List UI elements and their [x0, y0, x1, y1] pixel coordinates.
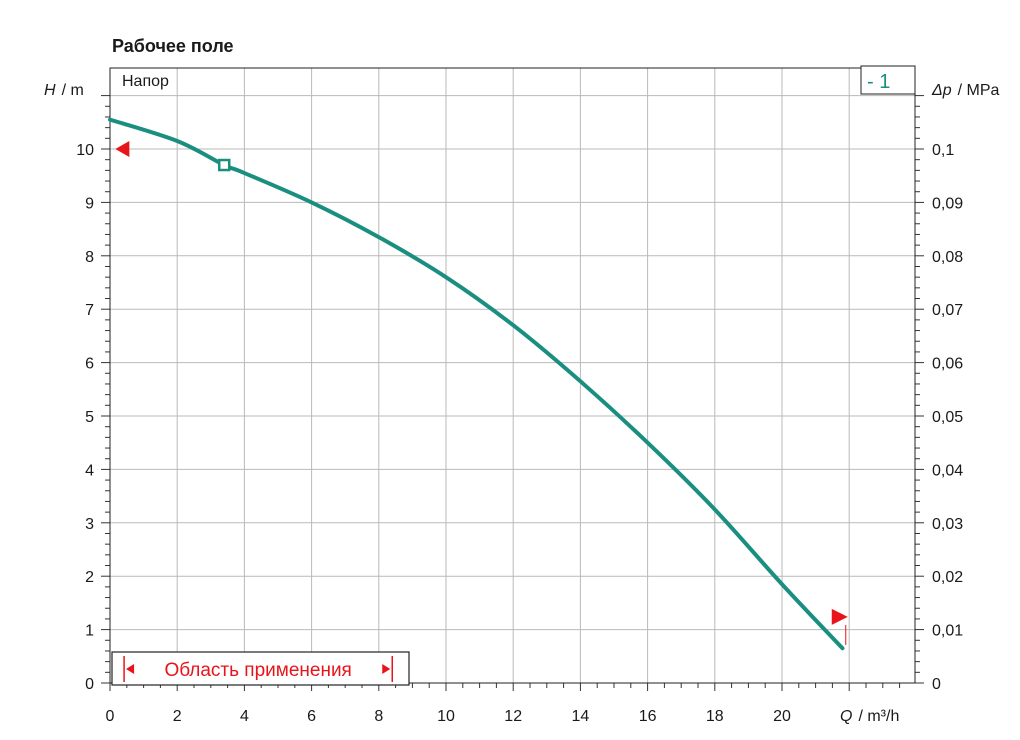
limit-marker-left: [115, 141, 130, 157]
y2-tick-labels: 0 0,01 0,02 0,03 0,04 0,05 0,06 0,07 0,08 0,09 0,1: [932, 142, 963, 693]
x-tick-labels: 0 2 4 6 8 10 12 14 16 18 20: [106, 708, 791, 725]
grid: [110, 68, 915, 683]
limit-marker-right: [831, 608, 848, 625]
y-tick-label: 0: [85, 676, 94, 693]
y2-tick-label: 0,02: [932, 569, 963, 586]
x-tick-label: 18: [706, 708, 724, 725]
x-tick-label: 4: [240, 708, 249, 725]
y-tick-label: 8: [85, 249, 94, 266]
x-tick-label: 2: [173, 708, 182, 725]
plot-frame: [109, 67, 916, 684]
curve-markers: [115, 141, 848, 645]
series-line-1: [108, 117, 845, 651]
curve-label: Напор: [122, 73, 169, 90]
x-axis-symbol: Q: [840, 708, 852, 725]
y-tick-label: 3: [85, 516, 94, 533]
y2-tick-label: 0,05: [932, 409, 963, 426]
x-tick-label: 16: [639, 708, 657, 725]
y-tick-label: 2: [85, 569, 94, 586]
y2-tick-label: 0: [932, 676, 941, 693]
y2-tick-label: 0,08: [932, 249, 963, 266]
x-tick-label: 8: [374, 708, 383, 725]
application-range-box: [111, 651, 410, 686]
y2-axis-symbol: Δp: [931, 82, 952, 99]
x-tick-label: 0: [106, 708, 115, 725]
y2-tick-label: 0,09: [932, 195, 963, 212]
application-range: Область применения: [123, 656, 393, 682]
chart-title: Рабочее поле: [112, 36, 234, 56]
x-tick-label: 10: [437, 708, 455, 725]
application-range-label: Область применения: [164, 660, 351, 681]
y-tick-label: 7: [85, 302, 94, 319]
y2-tick-label: 0,03: [932, 516, 963, 533]
y2-tick-label: 0,01: [932, 623, 963, 640]
y-tick-label: 5: [85, 409, 94, 426]
y-tick-label: 10: [76, 142, 94, 159]
legend-entry: - 1: [867, 71, 890, 93]
y-axis-unit: / m: [62, 82, 84, 99]
minor-ticks: [101, 95, 924, 691]
x-axis-label: Q / m³/h: [840, 708, 899, 725]
y2-tick-label: 0,1: [932, 142, 954, 159]
x-tick-label: 20: [773, 708, 791, 725]
y2-tick-label: 0,07: [932, 302, 963, 319]
y-tick-label: 9: [85, 195, 94, 212]
y-axis-label: H / m: [44, 82, 84, 99]
range-arrow-right: [382, 664, 391, 674]
y-tick-label: 1: [85, 623, 94, 640]
x-tick-label: 6: [307, 708, 316, 725]
y2-axis-unit: / MPa: [958, 82, 1000, 99]
y-tick-label: 6: [85, 356, 94, 373]
y-axis-symbol: H: [44, 82, 56, 99]
y-tick-label: 4: [85, 462, 94, 479]
y-tick-labels: 0 1 2 3 4 5 6 7 8 9 10: [76, 142, 94, 693]
x-tick-label: 14: [572, 708, 590, 725]
operating-point-marker: [217, 158, 231, 172]
legend-box: [860, 65, 916, 95]
y2-tick-label: 0,04: [932, 462, 963, 479]
x-axis-unit: / m³/h: [858, 708, 899, 725]
y2-tick-label: 0,06: [932, 356, 963, 373]
range-arrow-left: [126, 664, 135, 674]
y2-axis-label: Δp / MPa: [931, 82, 1000, 99]
x-tick-label: 12: [504, 708, 522, 725]
